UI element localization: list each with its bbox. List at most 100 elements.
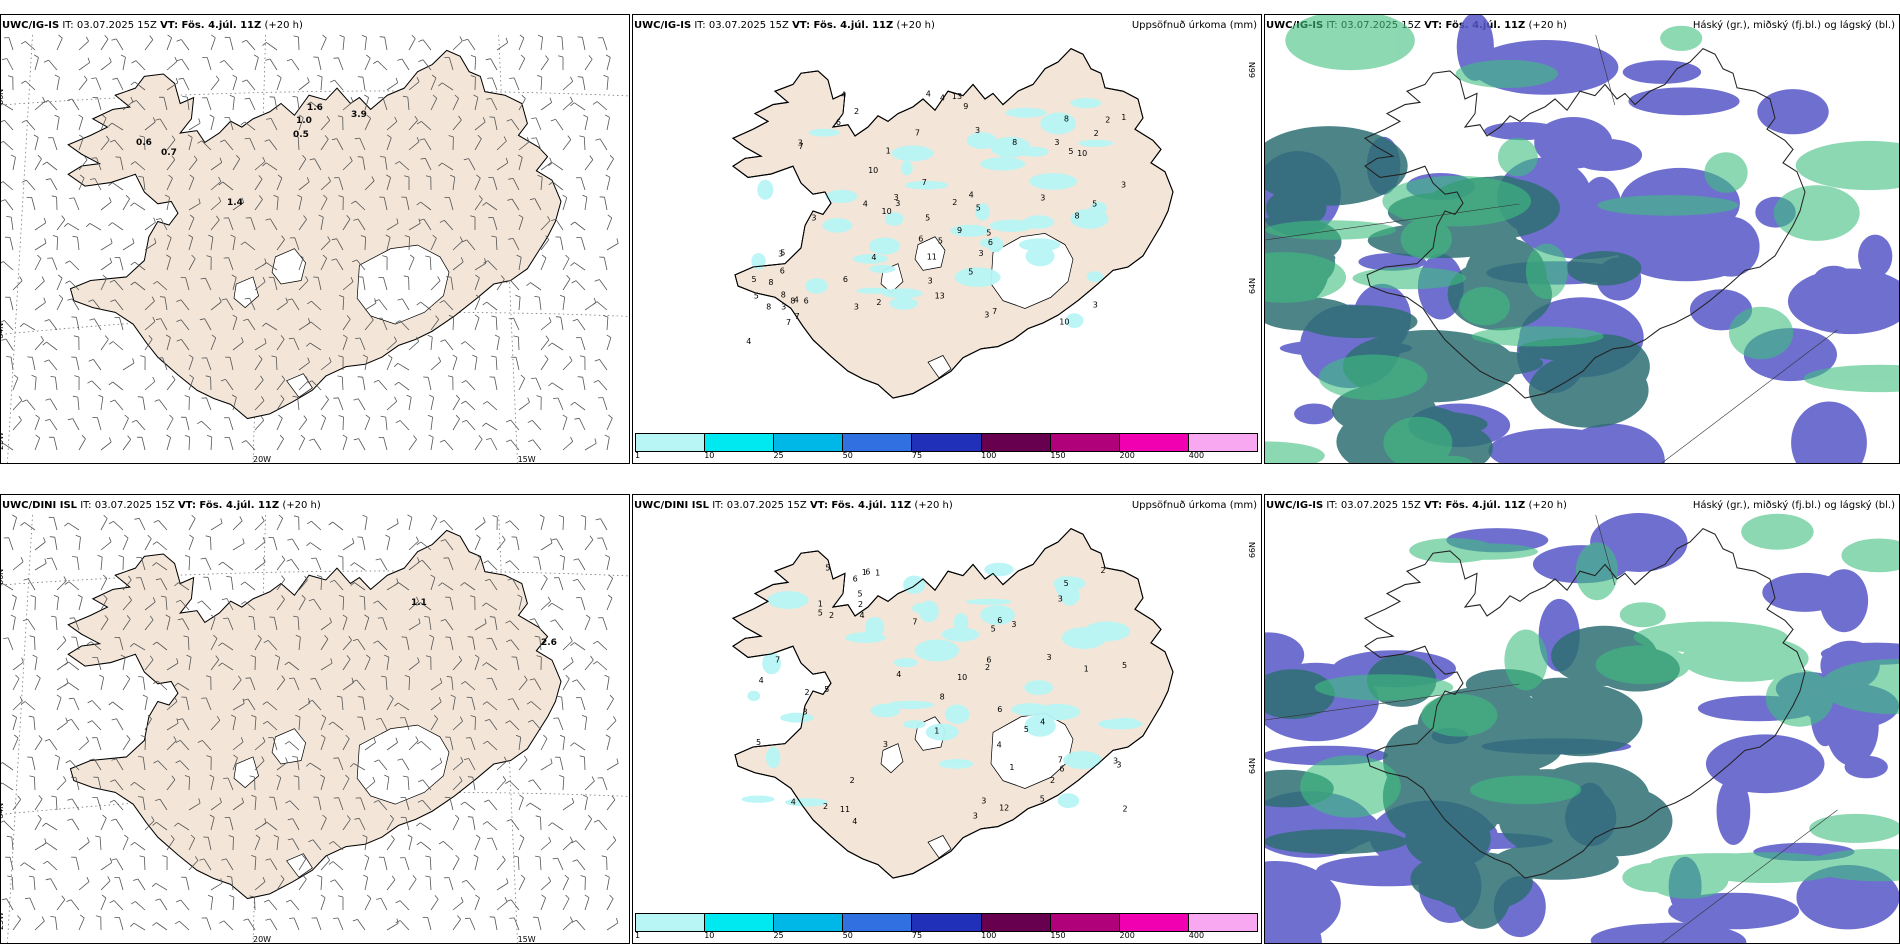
precip-value: 2 xyxy=(829,611,834,620)
precip-value: 3 xyxy=(1011,620,1016,629)
precip-value: 2 xyxy=(952,198,957,207)
precip-map-panel-bottom: UWC/DINI ISL IT: 03.07.2025 15Z VT: Fös.… xyxy=(632,494,1262,944)
precip-value: 3 xyxy=(1093,301,1098,310)
lon-label: 25W xyxy=(1,432,5,450)
precip-value: 3 xyxy=(1116,761,1121,770)
precip-value: 6 xyxy=(843,275,848,284)
wind-value: 3.9 xyxy=(351,110,367,120)
precip-value: 4 xyxy=(759,676,764,685)
precip-value: 8 xyxy=(1075,211,1080,220)
legend-tick: 10 xyxy=(704,451,715,460)
precip-value: 9 xyxy=(957,226,962,235)
legend-swatch xyxy=(1050,914,1120,931)
lat-label: 64N xyxy=(1,803,5,819)
precip-value: 4 xyxy=(791,798,796,807)
precip-value: 10 xyxy=(882,207,892,216)
precip-value: 8 xyxy=(781,291,786,300)
precip-value: 2 xyxy=(805,688,810,697)
precip-value: 3 xyxy=(883,740,888,749)
legend-tick: 25 xyxy=(773,931,784,940)
precip-map: 66N64N7531546463354457512126113562115867… xyxy=(731,527,1257,879)
precip-value: 3 xyxy=(975,126,980,135)
precip-value: 8 xyxy=(790,296,795,305)
wind-map-panel-bottom: UWC/DINI ISL IT: 03.07.2025 15Z VT: Fös.… xyxy=(0,494,630,944)
precip-value: 2 xyxy=(1123,805,1128,814)
precip-value: 5 xyxy=(976,204,981,213)
precip-value: 2 xyxy=(1101,566,1106,575)
precip-value: 7 xyxy=(795,312,800,321)
legend-swatch xyxy=(843,914,913,931)
precip-value: 4 xyxy=(896,670,901,679)
precip-value: 8 xyxy=(1012,138,1017,147)
legend-tick: 150 xyxy=(1050,931,1066,940)
precip-value: 1 xyxy=(886,146,891,155)
legend-swatch xyxy=(912,434,982,451)
lat-label: 64N xyxy=(1248,278,1257,294)
precip-value: 2 xyxy=(858,600,863,609)
legend-swatch xyxy=(1188,434,1257,451)
legend-tick: 50 xyxy=(842,931,853,940)
precip-value: 6 xyxy=(865,567,870,576)
precip-value: 7 xyxy=(912,618,917,627)
cloud-map-panel-bottom: UWC/IG-IS IT: 03.07.2025 15Z VT: Fös. 4.… xyxy=(1264,494,1900,944)
precip-value: 11 xyxy=(840,805,850,814)
precip-value: 4 xyxy=(871,253,876,262)
precip-value: 3 xyxy=(979,249,984,258)
lon-label: 20W xyxy=(253,935,271,944)
wind-map: 66N 64N 25W 20W 15W 1.1 2.6 xyxy=(1,514,629,944)
iceland-landmass xyxy=(731,527,1174,879)
precip-value: 6 xyxy=(1059,765,1064,774)
precip-value: 5 xyxy=(818,609,823,618)
precip-value: 6 xyxy=(918,235,923,244)
wind-value: 1.6 xyxy=(307,103,323,113)
precip-value: 3 xyxy=(1058,594,1063,603)
legend-swatch xyxy=(636,434,706,451)
precip-value: 2 xyxy=(823,802,828,811)
precip-value: 13 xyxy=(952,92,962,101)
panel-header: UWC/IG-IS IT: 03.07.2025 15Z VT: Fös. 4.… xyxy=(2,20,303,31)
precip-value: 3 xyxy=(928,277,933,286)
panel-header: UWC/DINI ISL IT: 03.07.2025 15Z VT: Fös.… xyxy=(2,500,321,511)
precip-value: 6 xyxy=(997,705,1002,714)
legend-tick: 10 xyxy=(704,931,715,940)
precip-value: 3 xyxy=(778,249,783,258)
legend-tick: 400 xyxy=(1188,931,1205,940)
precip-value: 5 xyxy=(754,292,759,301)
lon-label: 25W xyxy=(1,912,5,930)
precip-value: 7 xyxy=(922,178,927,187)
legend-swatch xyxy=(774,434,844,451)
precip-value: 5 xyxy=(825,563,830,572)
precip-value: 1 xyxy=(1121,113,1126,122)
precip-value: 7 xyxy=(786,318,791,327)
legend-tick: 1 xyxy=(635,451,641,460)
precip-value: 2 xyxy=(1050,776,1055,785)
precip-value: 10 xyxy=(1077,149,1087,158)
wind-value: 0.5 xyxy=(293,130,309,140)
precip-value: 4 xyxy=(794,296,799,305)
precip-value: 1 xyxy=(818,599,823,608)
precip-value: 3 xyxy=(1121,181,1126,190)
precip-value: 5 xyxy=(968,268,973,277)
wind-value: 0.7 xyxy=(161,148,177,158)
wind-map-panel-top: UWC/IG-IS IT: 03.07.2025 15Z VT: Fös. 4.… xyxy=(0,14,630,464)
iceland-landmass xyxy=(67,49,562,420)
precip-value: 5 xyxy=(1068,147,1073,156)
legend-swatch xyxy=(705,914,775,931)
precip-value: 4 xyxy=(969,191,974,200)
precip-value: 7 xyxy=(1058,755,1063,764)
wind-value: 0.6 xyxy=(136,138,152,148)
precip-value: 8 xyxy=(940,693,945,702)
precip-value: 4 xyxy=(841,91,846,100)
legend-swatch xyxy=(843,434,913,451)
wind-value: 1.1 xyxy=(411,598,427,608)
panel-title: Uppsöfnuð úrkoma (mm) xyxy=(1131,500,1257,511)
legend-tick: 25 xyxy=(773,451,784,460)
legend-tick: 150 xyxy=(1050,451,1066,460)
precip-value: 3 xyxy=(984,311,989,320)
legend-tick: 75 xyxy=(911,931,923,940)
lat-label: 66N xyxy=(1,89,5,105)
precip-value: 5 xyxy=(1092,199,1097,208)
legend-swatch xyxy=(912,914,982,931)
precip-value: 4 xyxy=(860,611,865,620)
precip-value: 3 xyxy=(1047,653,1052,662)
